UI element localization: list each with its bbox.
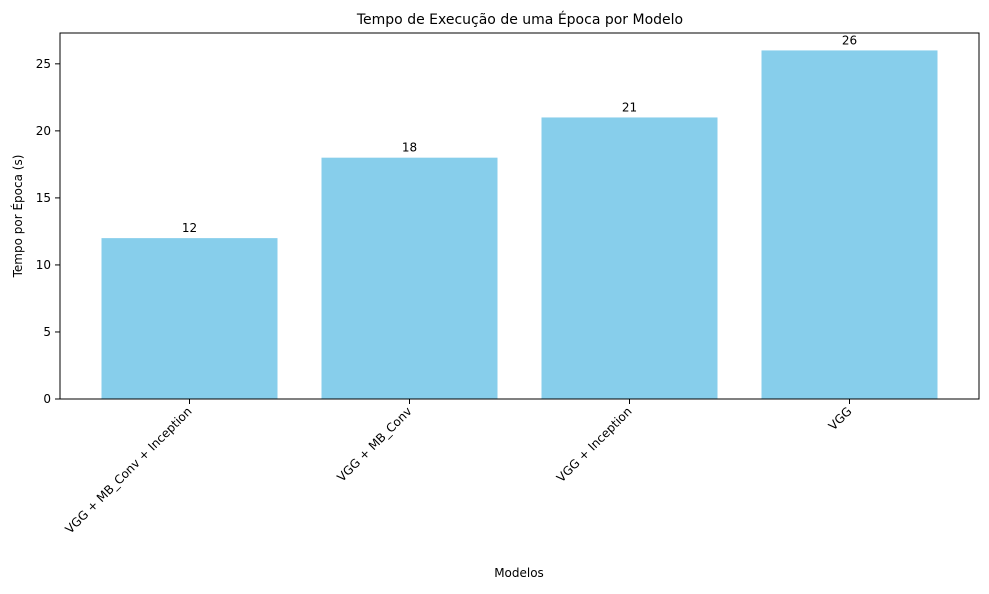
bars-group [101,50,938,400]
data-label-1: 18 [402,141,417,155]
data-labels-group: 12 18 21 26 [182,33,857,235]
bar-2 [541,117,718,399]
data-label-2: 21 [622,100,637,114]
y-axis-ticks: 0 5 10 15 20 25 [36,57,60,406]
y-tick-label-3: 15 [36,191,51,205]
data-label-0: 12 [182,221,197,235]
x-tick-label-3: VGG [826,404,855,433]
x-axis-label: Modelos [494,566,544,580]
x-tick-label-2: VGG + Inception [554,404,635,485]
bar-0 [101,238,278,399]
bar-3 [761,50,938,400]
chart-title: Tempo de Execução de uma Época por Model… [356,11,683,28]
y-axis-label: Tempo por Época (s) [10,155,25,279]
x-tick-label-1: VGG + MB_Conv [334,404,414,484]
y-tick-label-5: 25 [36,57,51,71]
y-tick-label-4: 20 [36,124,51,138]
y-tick-label-0: 0 [43,392,51,406]
plot-frame [59,32,980,400]
x-axis-ticks: VGG + MB_Conv + Inception VGG + MB_Conv VG… [62,399,855,536]
y-tick-label-2: 10 [36,258,51,272]
y-tick-label-1: 5 [43,325,51,339]
x-tick-label-0: VGG + MB_Conv + Inception [62,404,194,536]
data-label-3: 26 [842,33,857,47]
bar-1 [321,157,498,399]
